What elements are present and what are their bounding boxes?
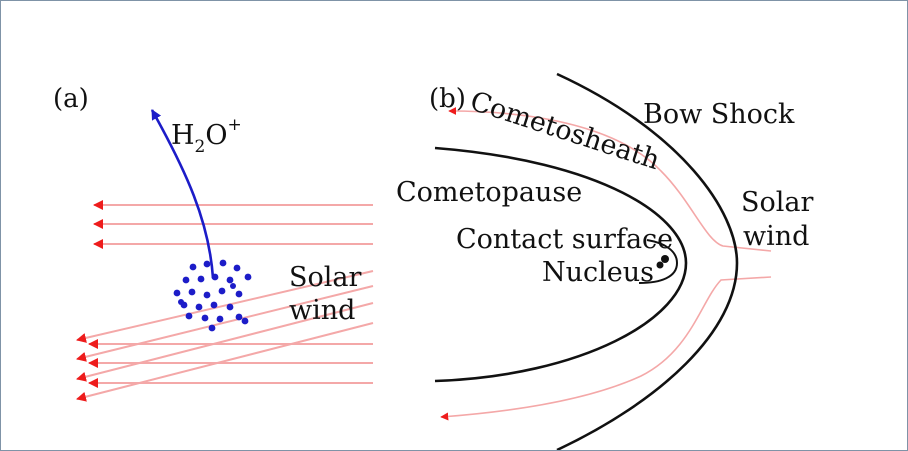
panel-a-label: (a) (53, 84, 89, 114)
solar-wind-label-a-line2: wind (289, 295, 355, 326)
contact-surface-curve (638, 239, 679, 284)
solar-wind-flow-lines-upper (93, 200, 373, 249)
ion-trajectory-arrow (150, 109, 215, 279)
solar-wind-label-b-line1: Solar (741, 187, 813, 218)
bow-shock-label: Bow Shock (643, 99, 795, 130)
nucleus-label: Nucleus (542, 257, 654, 288)
cometopause-curve (434, 146, 688, 383)
cometosheath-label: Cometosheath (466, 86, 663, 176)
flow-line (76, 270, 374, 343)
deflected-flow-lines (76, 270, 374, 402)
solar-wind-label-b-line2: wind (743, 221, 809, 252)
panel-b: (b) Cometosheath Bow Shock Cometopause C… (396, 72, 813, 450)
flow-streamline-lower (440, 276, 772, 421)
flow-line (76, 302, 374, 382)
panel-b-label: (b) (429, 84, 466, 114)
panel-a: (a) (53, 84, 374, 402)
ion-cloud (173, 259, 252, 332)
flow-streamline-upper (448, 107, 772, 252)
solar-wind-label-a-line1: Solar (289, 262, 361, 293)
solar-wind-flow-lines-lower (88, 339, 373, 388)
bow-shock-curve (556, 72, 739, 450)
flow-line (76, 285, 374, 362)
cometopause-label: Cometopause (396, 177, 582, 208)
contact-surface-label: Contact surface (456, 224, 673, 255)
ion-label: H2O+ (171, 115, 242, 157)
nucleus (656, 255, 669, 269)
flow-line (76, 322, 374, 402)
